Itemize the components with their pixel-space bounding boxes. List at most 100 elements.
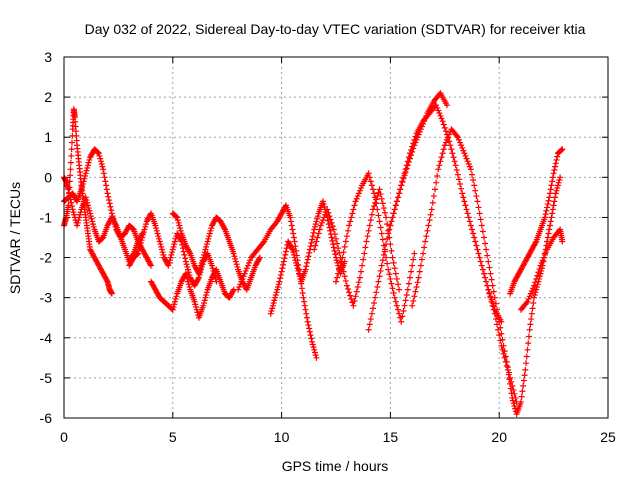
- data-point-marker: [375, 212, 382, 219]
- data-point-marker: [398, 182, 405, 189]
- data-point-marker: [232, 255, 239, 262]
- data-point-marker: [512, 405, 519, 412]
- data-point-marker: [509, 397, 516, 404]
- data-point-marker: [280, 261, 287, 268]
- data-point-marker: [527, 290, 534, 297]
- data-point-marker: [379, 236, 386, 243]
- data-point-marker: [182, 255, 189, 262]
- data-point-marker: [489, 282, 496, 289]
- data-point-marker: [308, 335, 315, 342]
- data-point-marker: [404, 158, 411, 165]
- data-point-marker: [389, 214, 396, 221]
- data-point-marker: [483, 246, 490, 253]
- data-point-marker: [540, 254, 547, 261]
- data-point-marker: [65, 186, 72, 193]
- data-point-marker: [532, 279, 539, 286]
- data-point-marker: [349, 210, 356, 217]
- data-point-marker: [405, 154, 412, 161]
- data-point-marker: [85, 159, 92, 166]
- data-point-marker: [174, 214, 181, 221]
- data-point-marker: [414, 279, 421, 286]
- data-point-marker: [340, 268, 347, 275]
- data-point-marker: [348, 296, 355, 303]
- data-point-marker: [273, 289, 280, 296]
- data-point-marker: [436, 162, 443, 169]
- data-point-marker: [458, 142, 465, 149]
- data-point-marker: [409, 262, 416, 269]
- data-point-marker: [290, 230, 297, 237]
- data-point-marker: [134, 251, 141, 258]
- data-point-marker: [524, 346, 531, 353]
- data-point-marker: [363, 238, 370, 245]
- data-point-marker: [439, 118, 446, 125]
- data-point-marker: [241, 270, 248, 277]
- data-point-marker: [319, 217, 326, 224]
- data-point-marker: [314, 215, 321, 222]
- data-point-marker: [376, 218, 383, 225]
- data-point-marker: [378, 195, 385, 202]
- data-point-marker: [461, 150, 468, 157]
- data-point-marker: [551, 198, 558, 205]
- data-point-marker: [401, 302, 408, 309]
- data-point-marker: [169, 306, 176, 313]
- data-point-marker: [180, 248, 187, 255]
- data-point-marker: [510, 400, 517, 407]
- data-point-marker: [288, 245, 295, 252]
- data-point-marker: [203, 291, 210, 298]
- data-point-marker: [531, 294, 538, 301]
- data-point-marker: [507, 380, 514, 387]
- data-point-marker: [199, 257, 206, 264]
- data-point-marker: [311, 346, 318, 353]
- data-point-marker: [79, 183, 86, 190]
- y-tick-label: 1: [44, 129, 52, 145]
- data-point-marker: [383, 214, 390, 221]
- data-point-marker: [551, 166, 558, 173]
- data-point-marker: [341, 243, 348, 250]
- data-point-marker: [68, 203, 75, 210]
- data-point-marker: [482, 240, 489, 247]
- data-point-marker: [459, 144, 466, 151]
- data-point-marker: [503, 362, 510, 369]
- data-point-marker: [195, 275, 202, 282]
- data-point-marker: [559, 238, 566, 245]
- data-point-marker: [277, 275, 284, 282]
- data-point-marker: [480, 234, 487, 241]
- data-point-marker: [373, 200, 380, 207]
- data-point-marker: [467, 222, 474, 229]
- data-point-marker: [437, 158, 444, 165]
- data-point-marker: [69, 206, 76, 213]
- data-point-marker: [306, 325, 313, 332]
- data-point-marker: [316, 226, 323, 233]
- x-tick-label: 0: [60, 429, 68, 445]
- data-point-marker: [325, 209, 332, 216]
- data-point-marker: [457, 139, 464, 146]
- data-point-marker: [469, 226, 475, 233]
- y-tick-label: -4: [40, 330, 53, 346]
- data-point-marker: [434, 104, 441, 111]
- data-point-marker: [302, 266, 309, 273]
- y-axis-label: SDTVAR / TECUs: [7, 182, 23, 294]
- data-point-marker: [171, 301, 178, 308]
- data-point-marker: [67, 166, 74, 173]
- data-point-marker: [89, 218, 96, 225]
- data-point-marker: [367, 178, 374, 185]
- data-point-marker: [329, 237, 336, 244]
- data-point-marker: [387, 275, 394, 282]
- data-point-marker: [541, 214, 548, 221]
- data-point-marker: [517, 398, 524, 405]
- data-point-marker: [182, 258, 189, 265]
- data-point-marker: [108, 290, 115, 297]
- data-point-marker: [309, 233, 316, 240]
- data-point-marker: [384, 260, 391, 267]
- data-point-marker: [269, 302, 276, 309]
- data-point-marker: [172, 296, 179, 303]
- data-point-marker: [403, 291, 410, 298]
- data-point-marker: [527, 321, 534, 328]
- data-point-marker: [142, 221, 149, 228]
- data-point-marker: [311, 246, 318, 253]
- data-point-marker: [312, 242, 319, 249]
- data-point-marker: [380, 251, 387, 258]
- data-point-marker: [549, 210, 556, 217]
- data-point-marker: [433, 179, 440, 186]
